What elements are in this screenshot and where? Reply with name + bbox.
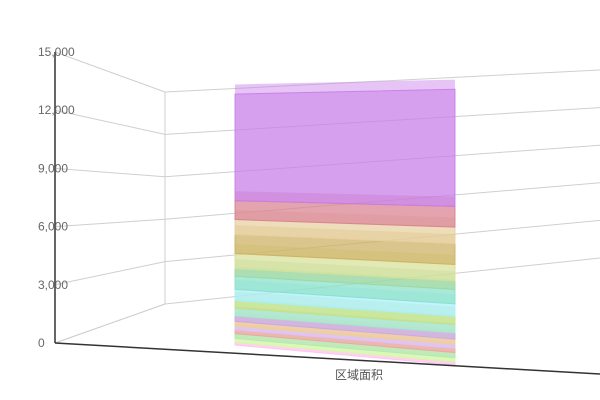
x-category-label-0: 区域面积 [335,368,383,382]
axis-layer [54,52,600,375]
y-tick-label-5: 15,000 [38,45,75,59]
y-tick-label-4: 12,000 [38,103,75,117]
y-tick-label-2: 6,000 [38,220,68,234]
gridline-left-5 [54,51,166,93]
y-tick-label-1: 3,000 [38,278,68,292]
x-axis-line [54,342,600,375]
y-tick-label-3: 9,000 [38,161,68,175]
gridline-left-3 [54,167,166,178]
bar-segment-top-16 [235,79,455,95]
floor-edge-left [54,303,166,344]
gridline-left-4 [54,109,166,135]
gridline-back-5 [164,69,600,93]
bar-segment-16 [234,88,456,207]
gridline-left-2 [54,218,166,228]
gridline-left-1 [54,261,166,286]
bar-layer [234,79,456,366]
y-tick-label-0: 0 [38,336,45,350]
label-layer: 0 3,000 6,000 9,000 12,000 15,000 区域面积 [38,45,383,382]
